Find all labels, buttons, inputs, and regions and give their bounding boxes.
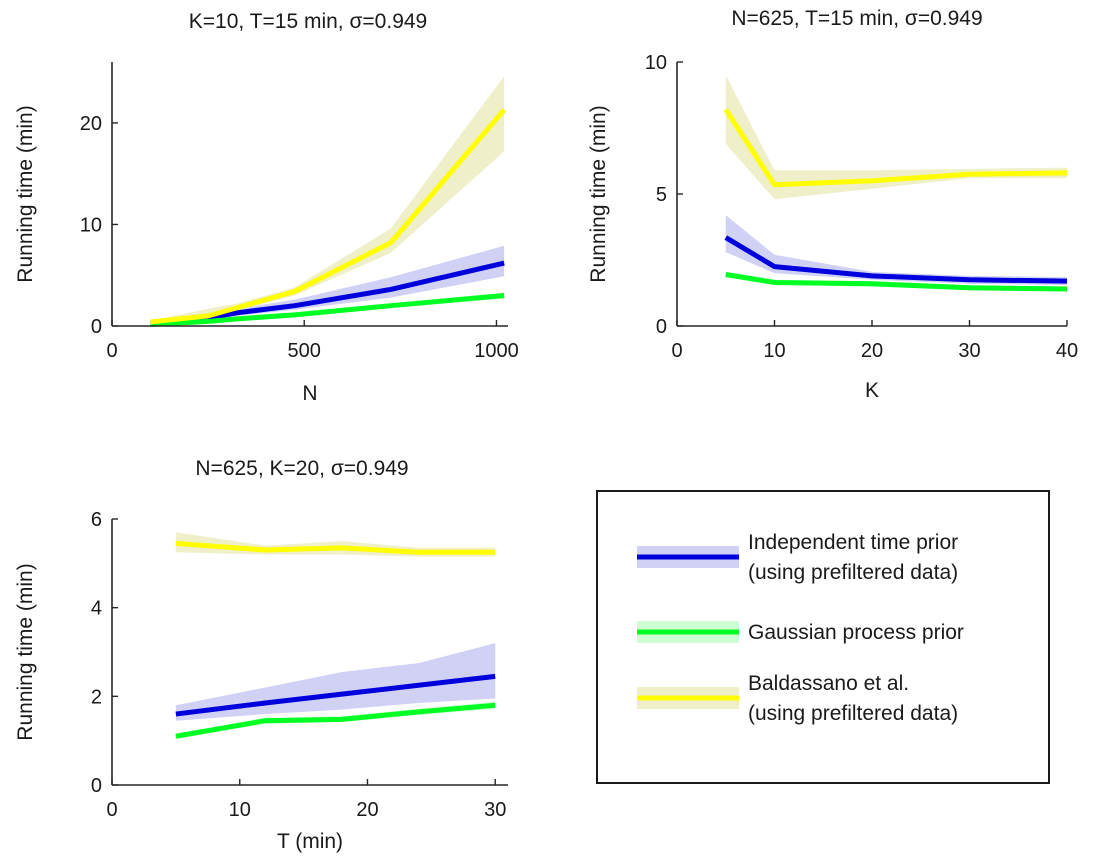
y-tick-label: 10 — [645, 52, 667, 74]
x-tick-label: 30 — [958, 340, 980, 362]
x-axis-label: N — [302, 382, 317, 405]
series-line-baldassano — [723, 108, 1068, 188]
y-tick-label: 0 — [91, 775, 102, 797]
y-tick-label: 6 — [91, 509, 102, 531]
x-tick-label: 10 — [229, 799, 251, 821]
series-band-independent — [175, 643, 496, 721]
x-axis-label: K — [865, 379, 879, 402]
x-tick-label: 0 — [106, 340, 117, 362]
legend-label: (using prefiltered data) — [748, 561, 958, 584]
series-line-baldassano — [175, 540, 496, 555]
series-line-gp — [725, 272, 1068, 292]
legend-label: Baldassano et al. — [748, 672, 909, 695]
series-band-independent — [150, 245, 505, 324]
series-band-baldassano — [725, 75, 1067, 200]
series-line-gp — [150, 293, 505, 327]
x-tick-label: 500 — [288, 340, 321, 362]
chart-title: N=625, K=20, σ=0.949 — [195, 457, 408, 480]
legend-label: Independent time prior — [748, 531, 958, 554]
x-tick-label: 1000 — [474, 340, 519, 362]
legend: Independent time prior (using prefiltered… — [596, 490, 1050, 784]
subplot-2: 0 10 20 30 40 0 5 10 N=625, T=15 min, σ=0.949 K Ru… — [587, 7, 1078, 402]
subplot-3: 0 10 20 30 0 2 4 6 N=625, K=20, σ=0.949 T (min) Ru… — [14, 457, 508, 853]
y-axis-label: Running time (min) — [14, 105, 37, 282]
y-tick-label: 2 — [91, 686, 102, 708]
x-tick-label: 40 — [1056, 340, 1078, 362]
y-tick-label: 10 — [80, 214, 102, 236]
legend-label: (using prefiltered data) — [748, 702, 958, 725]
x-tick-label: 20 — [861, 340, 883, 362]
y-tick-label: 4 — [91, 598, 102, 620]
y-axis-label: Running time (min) — [14, 563, 37, 740]
x-tick-label: 0 — [106, 799, 117, 821]
x-tick-label: 20 — [356, 799, 378, 821]
y-axis-label: Running time (min) — [587, 105, 610, 282]
chart-title: K=10, T=15 min, σ=0.949 — [189, 10, 428, 33]
y-tick-label: 0 — [91, 316, 102, 338]
series-line-independent — [724, 235, 1068, 284]
x-tick-label: 0 — [671, 340, 682, 362]
y-tick-label: 20 — [80, 113, 102, 135]
x-tick-label: 30 — [484, 799, 506, 821]
chart-title: N=625, T=15 min, σ=0.949 — [731, 7, 982, 30]
series-line-gp — [175, 702, 496, 739]
legend-label: Gaussian process prior — [748, 621, 964, 644]
subplot-1: 0 500 1000 0 10 20 K=10, T=15 min, σ=0.949 N Run… — [14, 10, 519, 405]
y-tick-label: 5 — [656, 184, 667, 206]
y-tick-label: 0 — [656, 316, 667, 338]
x-tick-label: 10 — [763, 340, 785, 362]
x-axis-label: T (min) — [277, 830, 343, 853]
series-line-baldassano — [150, 108, 507, 325]
series-line-independent — [175, 673, 496, 717]
